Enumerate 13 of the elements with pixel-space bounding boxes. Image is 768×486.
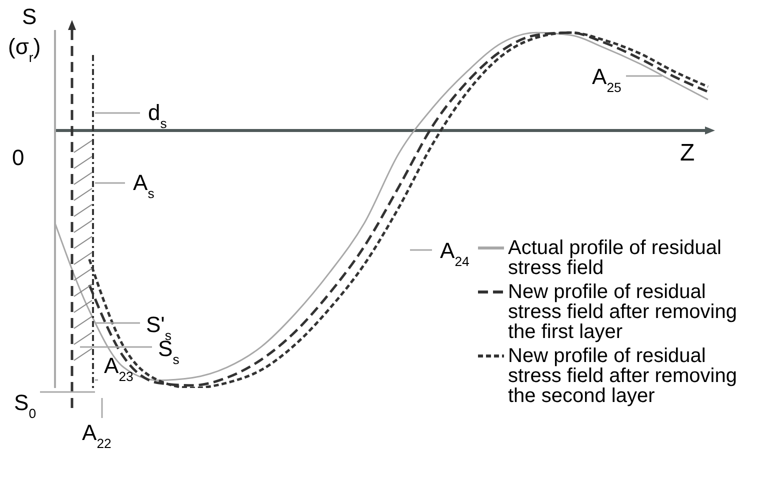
annotation: A$_{25}$ <box>592 64 622 94</box>
legend-label: Actual profile of residual stress field <box>508 237 722 279</box>
annotation: A$_{23}$ <box>104 353 134 384</box>
x-axis-title: Z <box>680 139 695 166</box>
text: 0 <box>12 145 24 170</box>
annotation: A$_{24}$ <box>440 238 470 268</box>
text: S$_{0}$ <box>14 390 36 420</box>
legend-label: New profile of residual stress field after removing the first layer <box>508 281 738 343</box>
text: A$_{22}$ <box>82 420 112 450</box>
annotation: d$_{s}$ <box>148 100 168 130</box>
annotation: A$_{s}$ <box>133 170 155 200</box>
y-axis-title: S (σ$_{r}$) <box>8 4 41 64</box>
legend-label: New profile of residual stress field after removing the second layer <box>508 345 738 407</box>
